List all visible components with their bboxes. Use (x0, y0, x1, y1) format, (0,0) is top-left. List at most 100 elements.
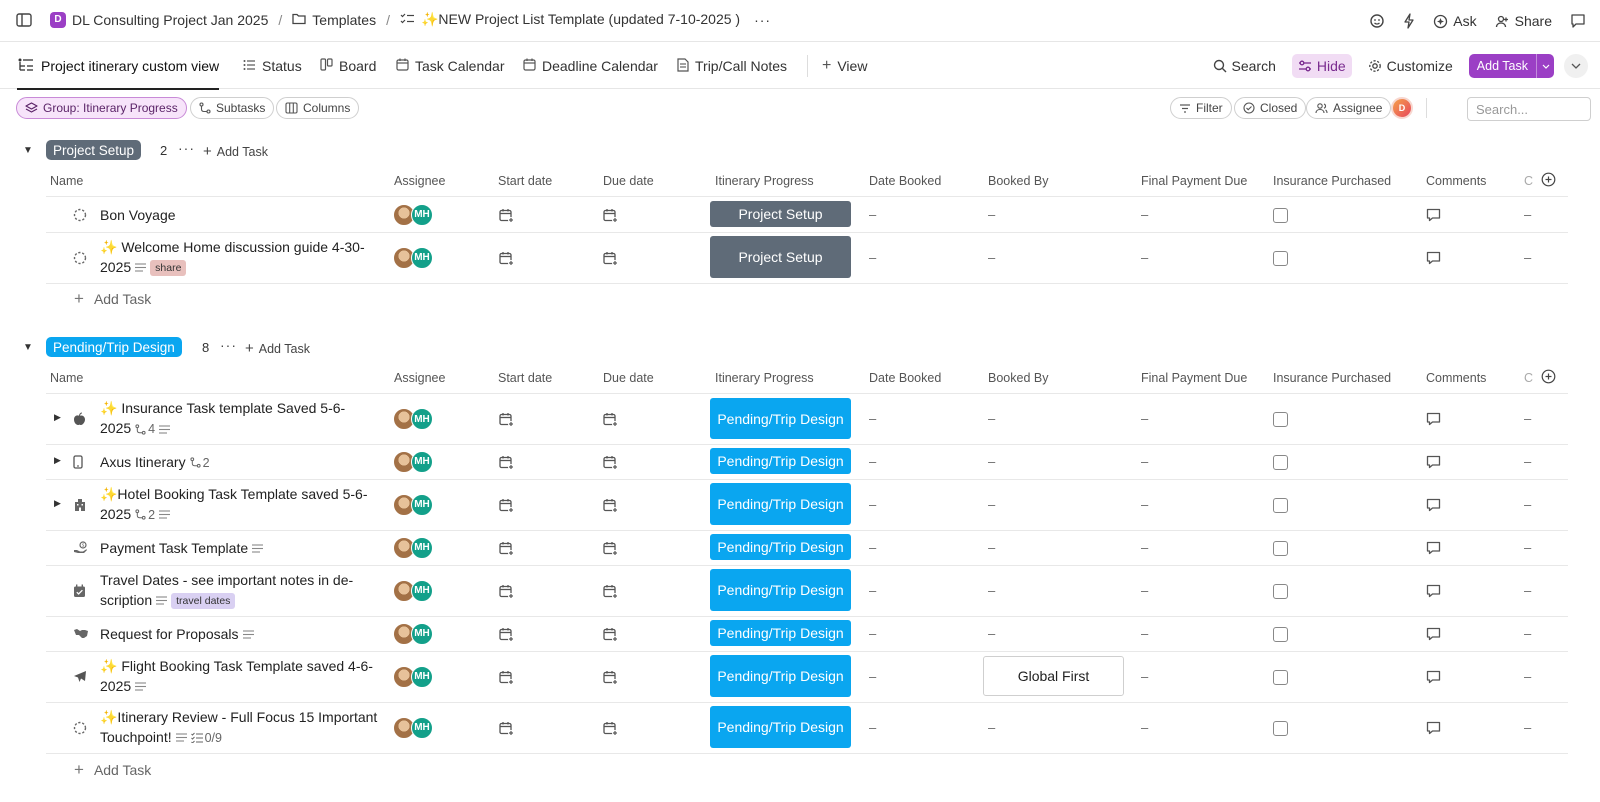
dashed-circle-icon[interactable] (73, 721, 87, 738)
group-add-task-button[interactable]: + Add Task (203, 143, 268, 160)
column-header-assignee[interactable]: Assignee (394, 371, 446, 385)
search-input[interactable]: Search... (1467, 97, 1591, 121)
column-header-booked-by[interactable]: Booked By (988, 371, 1049, 385)
itinerary-progress-pill[interactable]: Pending/Trip Design (710, 620, 851, 646)
dashed-circle-icon[interactable] (73, 208, 87, 225)
column-header-assignee[interactable]: Assignee (394, 174, 446, 188)
insurance-checkbox[interactable] (1273, 497, 1288, 513)
final-payment-empty[interactable]: – (1141, 411, 1149, 426)
calendar-plus-icon[interactable] (603, 455, 618, 473)
hide-button[interactable]: Hide (1291, 54, 1352, 78)
calendar-plus-icon[interactable] (499, 541, 514, 559)
add-column-icon[interactable] (1541, 369, 1556, 387)
subtask-count[interactable]: 2 (135, 505, 155, 525)
calendar-plus-icon[interactable] (499, 670, 514, 688)
chat-icon[interactable] (1570, 13, 1586, 29)
add-task-row-button[interactable]: + Add Task (74, 289, 151, 309)
assignee-chip[interactable]: Assignee (1306, 97, 1392, 119)
column-header-final-payment-due[interactable]: Final Payment Due (1141, 371, 1248, 385)
sidebar-toggle-icon[interactable] (15, 11, 33, 32)
booked-by-empty[interactable]: – (988, 625, 996, 641)
calendar-plus-icon[interactable] (499, 584, 514, 602)
date-booked-empty[interactable]: – (869, 582, 877, 598)
column-header-booked-by[interactable]: Booked By (988, 174, 1049, 188)
extra-column-empty[interactable]: – (1524, 453, 1532, 469)
task-name[interactable]: ✨Hotel Booking Task Template saved 5-6- 2… (100, 484, 385, 525)
booked-by-empty[interactable]: – (988, 411, 996, 426)
group-label-project-setup[interactable]: Project Setup (46, 140, 142, 160)
ai-icon[interactable] (1369, 13, 1385, 29)
calendar-plus-icon[interactable] (603, 627, 618, 645)
task-name[interactable]: ✨ Welcome Home discussion guide 4-30- 202… (100, 237, 385, 277)
filter-chip[interactable]: Filter (1170, 97, 1232, 119)
task-name[interactable]: Request for Proposals (100, 624, 385, 644)
dashed-circle-icon[interactable] (73, 251, 87, 268)
subtask-count[interactable]: 2 (190, 453, 210, 473)
final-payment-empty[interactable]: – (1141, 625, 1149, 641)
more-icon[interactable]: ··· (220, 337, 237, 353)
add-column-icon[interactable] (1541, 172, 1556, 190)
group-add-task-button[interactable]: + Add Task (245, 340, 310, 357)
calendar-plus-icon[interactable] (499, 721, 514, 739)
date-booked-empty[interactable]: – (869, 496, 877, 512)
itinerary-progress-pill[interactable]: Pending/Trip Design (710, 398, 851, 439)
insurance-checkbox[interactable] (1273, 626, 1288, 642)
payment-icon[interactable]: $ (73, 540, 88, 558)
task-name[interactable]: ✨ Insurance Task template Saved 5-6- 2025… (100, 398, 385, 439)
assignee-avatars[interactable]: MH (393, 203, 433, 226)
hotel-icon[interactable] (73, 498, 87, 515)
date-booked-empty[interactable]: – (869, 453, 877, 469)
final-payment-empty[interactable]: – (1141, 719, 1149, 735)
handshake-icon[interactable] (73, 627, 89, 642)
collapse-caret-icon[interactable]: ▼ (23, 145, 33, 156)
comment-icon[interactable] (1426, 541, 1441, 558)
apple-icon[interactable] (73, 412, 86, 429)
subtask-count[interactable]: 4 (135, 419, 155, 439)
calendar-plus-icon[interactable] (499, 251, 514, 269)
final-payment-empty[interactable]: – (1141, 206, 1149, 222)
column-header-due-date[interactable]: Due date (603, 174, 654, 188)
phone-icon[interactable] (73, 454, 83, 472)
itinerary-progress-pill[interactable]: Pending/Trip Design (710, 448, 851, 474)
closed-chip[interactable]: Closed (1234, 97, 1307, 119)
breadcrumb-list[interactable]: ✨NEW Project List Template (updated 7-10… (420, 11, 741, 27)
extra-column-empty[interactable]: – (1524, 539, 1532, 555)
itinerary-progress-pill[interactable]: Pending/Trip Design (710, 534, 851, 560)
add-task-button[interactable]: Add Task (1468, 54, 1554, 78)
plane-icon[interactable] (73, 670, 87, 687)
expand-caret-icon[interactable]: ▶ (54, 454, 61, 465)
assignee-avatars[interactable]: MH (393, 579, 433, 602)
calendar-plus-icon[interactable] (603, 208, 618, 226)
extra-column-empty[interactable]: – (1524, 206, 1532, 222)
insurance-checkbox[interactable] (1273, 250, 1288, 266)
final-payment-empty[interactable]: – (1141, 453, 1149, 469)
column-header-extra[interactable]: C (1524, 371, 1534, 385)
date-booked-empty[interactable]: – (869, 719, 877, 735)
comment-icon[interactable] (1426, 721, 1441, 738)
comment-icon[interactable] (1426, 455, 1441, 472)
booked-by-empty[interactable]: – (988, 249, 996, 265)
checklist-count[interactable]: 0/9 (190, 728, 222, 748)
task-tag[interactable]: share (150, 259, 187, 276)
subtasks-chip[interactable]: Subtasks (190, 97, 275, 119)
chevron-down-icon[interactable] (1536, 54, 1554, 78)
search-button[interactable]: Search (1207, 54, 1282, 78)
assignee-avatars[interactable]: MH (393, 536, 433, 559)
comment-icon[interactable] (1426, 670, 1441, 687)
insurance-checkbox[interactable] (1273, 720, 1288, 736)
comment-icon[interactable] (1426, 584, 1441, 601)
insurance-checkbox[interactable] (1273, 540, 1288, 556)
calendar-plus-icon[interactable] (603, 412, 618, 430)
booked-by-empty[interactable]: – (988, 582, 996, 598)
task-name[interactable]: ✨Itinerary Review - Full Focus 15 Import… (100, 707, 385, 748)
group-by-chip[interactable]: Group: Itinerary Progress (16, 97, 187, 119)
tab-project-itinerary[interactable]: Project itinerary custom view (17, 43, 220, 90)
calendar-plus-icon[interactable] (499, 498, 514, 516)
booked-by-empty[interactable]: – (988, 496, 996, 512)
calendar-plus-icon[interactable] (603, 584, 618, 602)
calendar-plus-icon[interactable] (499, 455, 514, 473)
column-header-name[interactable]: Name (50, 174, 84, 188)
final-payment-empty[interactable]: – (1141, 249, 1149, 265)
comment-icon[interactable] (1426, 251, 1441, 268)
customize-button[interactable]: Customize (1362, 54, 1459, 78)
